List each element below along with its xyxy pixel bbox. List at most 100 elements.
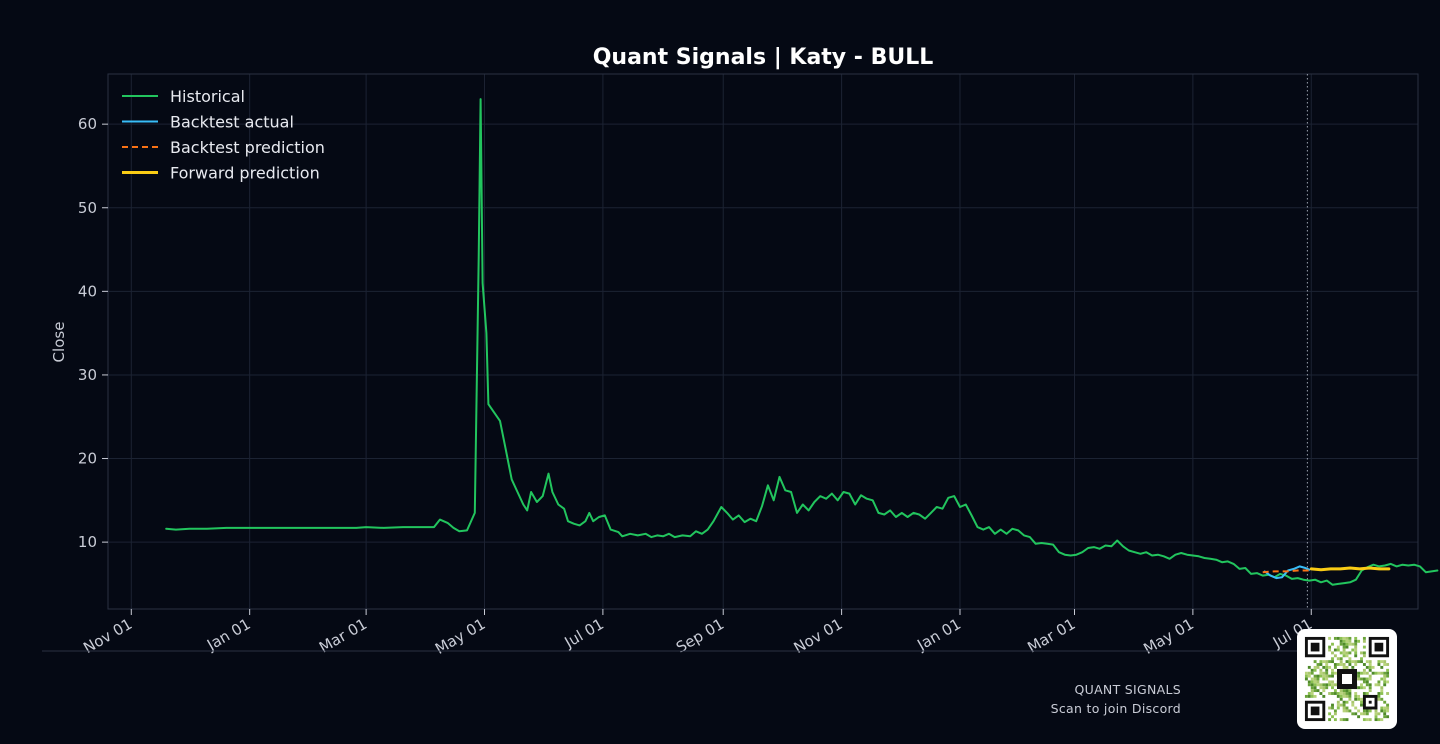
qr-module [1380,709,1384,713]
qr-module [1331,680,1334,684]
qr-module [1383,680,1387,684]
qr-module [1322,694,1326,698]
qr-module [1383,683,1387,687]
qr-module [1354,694,1358,698]
qr-module [1310,689,1314,693]
qr-module [1354,642,1358,646]
qr-module [1362,677,1366,681]
qr-module [1368,663,1372,666]
qr-module [1348,663,1352,666]
qr-module [1357,694,1361,698]
qr-module [1386,671,1390,675]
series-layer [165,98,1439,586]
qr-module [1316,663,1320,666]
qr-module [1360,671,1363,675]
qr-module [1342,639,1346,643]
qr-module [1368,683,1372,687]
qr-module [1354,697,1358,701]
qr-module [1362,671,1366,675]
qr-module [1310,686,1314,690]
qr-module [1342,665,1346,669]
qr-module [1322,674,1326,678]
qr-module [1383,671,1387,675]
qr-module [1354,712,1358,716]
qr-module [1339,639,1343,643]
qr-module [1383,663,1387,666]
qr-module [1383,712,1387,716]
qr-module [1333,683,1337,687]
qr-module [1336,703,1340,707]
qr-module [1380,660,1384,664]
qr-module [1345,651,1349,655]
qr-module [1316,683,1320,687]
qr-module [1386,674,1390,678]
qr-module [1354,636,1358,640]
qr-module [1345,700,1349,704]
qr-module [1360,686,1363,690]
qr-module [1386,663,1390,666]
qr-module [1336,645,1340,649]
qr-module [1304,694,1308,698]
qr-module [1342,651,1346,655]
qr-module [1333,665,1337,669]
footer-brand: QUANT SIGNALS [1074,682,1181,697]
qr-finder-inner [1310,642,1320,652]
series-line-backtest-prediction [1262,569,1310,574]
qr-module [1331,706,1334,710]
qr-module [1336,700,1340,704]
qr-alignment-inner [1368,700,1372,704]
qr-module [1377,712,1381,716]
qr-module [1339,718,1343,722]
qr-module [1380,706,1384,710]
qr-module [1328,660,1332,664]
qr-module [1331,660,1334,664]
qr-module [1351,703,1355,707]
qr-module [1342,706,1346,710]
qr-module [1331,642,1334,646]
qr-module [1331,703,1334,707]
chart-title: Quant Signals | Katy - BULL [593,45,934,70]
qr-module [1342,663,1346,666]
qr-module [1319,668,1323,672]
qr-module [1313,689,1317,693]
qr-module [1357,709,1361,713]
qr-module [1348,689,1352,693]
qr-module [1360,700,1363,704]
qr-module [1371,665,1375,669]
qr-module [1342,689,1346,693]
y-tick-label: 10 [78,533,97,551]
qr-module [1328,674,1332,678]
qr-module [1354,648,1358,652]
qr-module [1316,689,1320,693]
qr-module [1362,645,1366,649]
qr-module [1357,639,1361,643]
qr-module [1351,665,1355,669]
qr-module [1331,683,1334,687]
qr-module [1339,657,1343,661]
qr-module [1339,697,1343,701]
qr-module [1380,671,1384,675]
qr-module [1345,718,1349,722]
qr-module [1354,706,1358,710]
qr-module [1345,694,1349,698]
qr-module [1383,706,1387,710]
qr-module [1339,694,1343,698]
legend-label: Forward prediction [170,164,320,183]
qr-module [1354,639,1358,643]
qr-module [1362,654,1366,658]
qr-module [1328,680,1332,684]
y-axis-label: Close [50,322,68,363]
qr-module [1342,645,1346,649]
qr-module [1357,660,1361,664]
qr-module [1313,680,1317,684]
qr-module [1362,663,1366,666]
qr-module [1357,697,1361,701]
qr-module [1374,709,1378,713]
discord-qr-code[interactable] [1297,629,1397,729]
qr-module [1360,657,1363,661]
qr-module [1331,715,1334,719]
qr-module [1310,694,1314,698]
qr-module [1354,654,1358,658]
qr-module [1362,692,1366,695]
qr-module [1377,697,1381,701]
